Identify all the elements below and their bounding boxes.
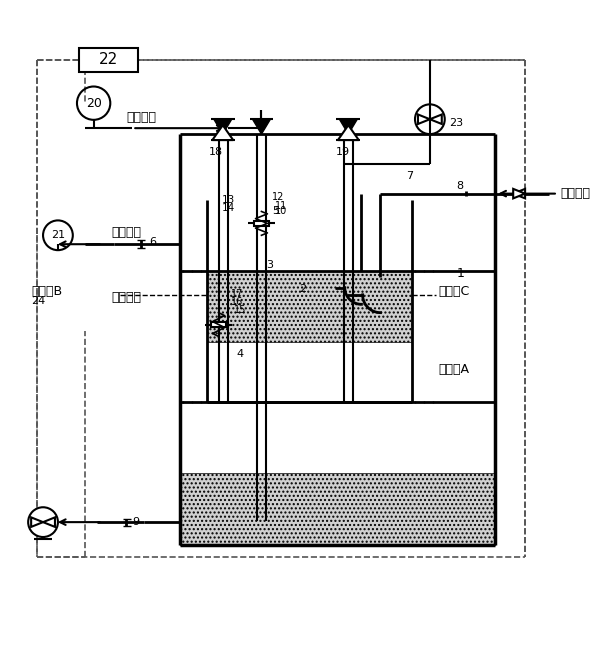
Text: 14: 14	[221, 204, 235, 214]
Text: 1: 1	[457, 268, 464, 280]
Text: 16: 16	[230, 297, 243, 307]
Polygon shape	[214, 119, 232, 134]
Polygon shape	[31, 518, 43, 527]
Polygon shape	[212, 125, 233, 140]
Polygon shape	[418, 114, 430, 124]
Text: 出液管道: 出液管道	[112, 292, 142, 304]
Text: 15: 15	[233, 305, 246, 315]
Text: 24: 24	[31, 295, 46, 306]
Text: 进气管道: 进气管道	[127, 111, 157, 124]
Polygon shape	[338, 125, 359, 140]
Text: 9: 9	[133, 517, 139, 527]
Text: 18: 18	[209, 147, 223, 157]
Text: 13: 13	[221, 194, 235, 204]
Circle shape	[28, 507, 58, 537]
Text: 20: 20	[86, 97, 101, 110]
Text: 2: 2	[299, 284, 306, 294]
Bar	[79, 48, 138, 71]
Polygon shape	[43, 518, 55, 527]
Text: 10: 10	[275, 206, 287, 216]
Text: 出气管道: 出气管道	[112, 226, 142, 239]
Polygon shape	[430, 114, 442, 124]
Text: 23: 23	[449, 118, 463, 128]
Polygon shape	[253, 119, 271, 134]
Polygon shape	[340, 119, 357, 134]
Text: 17: 17	[230, 289, 243, 299]
Text: 19: 19	[335, 147, 349, 157]
Text: 8: 8	[456, 181, 463, 191]
Text: 液封层C: 液封层C	[439, 286, 470, 298]
Text: 11: 11	[275, 200, 287, 210]
Text: 7: 7	[406, 171, 413, 180]
Text: 3: 3	[266, 260, 273, 270]
Text: 液封层B: 液封层B	[31, 286, 62, 298]
Bar	[180, 473, 496, 545]
Text: 4: 4	[236, 349, 244, 360]
Circle shape	[415, 104, 445, 134]
Bar	[207, 271, 412, 342]
Text: 6: 6	[149, 237, 156, 247]
Bar	[254, 221, 269, 226]
Text: 5: 5	[272, 206, 279, 216]
Text: 12: 12	[272, 192, 284, 202]
Text: 进液管道: 进液管道	[561, 187, 591, 200]
Text: 21: 21	[51, 230, 65, 241]
Text: 22: 22	[99, 52, 118, 67]
Bar	[211, 322, 226, 327]
Polygon shape	[513, 189, 525, 198]
Text: 液封层A: 液封层A	[439, 363, 470, 375]
Polygon shape	[513, 189, 525, 198]
